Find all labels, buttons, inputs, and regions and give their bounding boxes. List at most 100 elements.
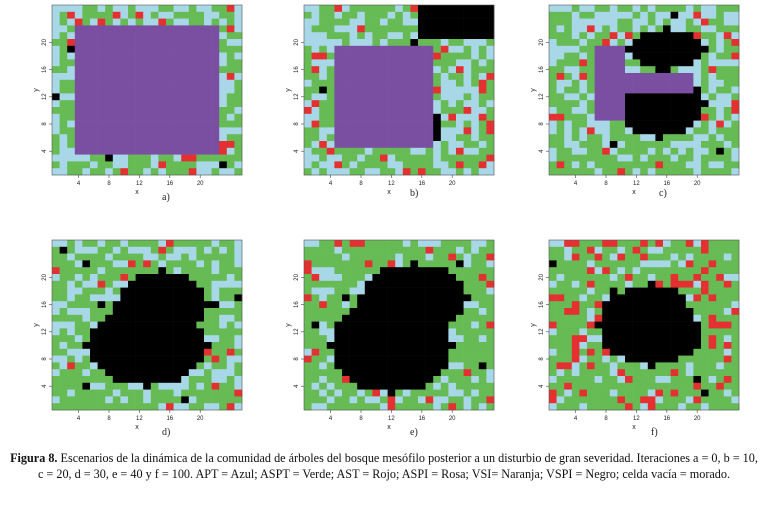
grid-cell bbox=[204, 362, 212, 370]
grid-cell bbox=[105, 314, 114, 322]
grid-cell bbox=[663, 5, 671, 13]
grid-cell bbox=[326, 287, 335, 295]
grid-cell bbox=[342, 93, 350, 101]
grid-cell bbox=[181, 376, 190, 384]
grid-cell bbox=[349, 134, 358, 142]
grid-cell bbox=[311, 11, 320, 19]
grid-cell bbox=[655, 403, 664, 411]
grid-cell bbox=[632, 11, 641, 19]
grid-cell bbox=[357, 45, 366, 53]
grid-cell bbox=[693, 141, 702, 149]
grid-cell bbox=[617, 161, 626, 169]
grid-cell bbox=[463, 120, 472, 128]
grid-cell bbox=[564, 376, 573, 384]
grid-cell bbox=[90, 154, 98, 162]
grid-cell bbox=[463, 45, 472, 53]
grid-cell bbox=[219, 308, 228, 316]
grid-cell bbox=[357, 280, 366, 288]
grid-cell bbox=[143, 25, 152, 33]
grid-cell bbox=[647, 396, 656, 404]
grid-cell bbox=[173, 253, 182, 261]
grid-cell bbox=[364, 45, 373, 53]
grid-cell bbox=[587, 120, 595, 128]
grid-cell bbox=[433, 260, 442, 268]
grid-cell bbox=[372, 355, 381, 363]
y-axis-label: y bbox=[33, 323, 40, 327]
grid-cell bbox=[226, 260, 235, 268]
grid-cell bbox=[326, 328, 335, 336]
grid-cell bbox=[625, 355, 633, 363]
grid-cell bbox=[372, 240, 381, 248]
grid-cell bbox=[602, 308, 611, 316]
grid-cell bbox=[663, 342, 671, 350]
grid-cell bbox=[90, 147, 98, 155]
grid-cell bbox=[617, 39, 626, 47]
grid-cell bbox=[150, 314, 159, 322]
grid-cell bbox=[647, 52, 656, 60]
grid-cell bbox=[166, 113, 174, 121]
grid-cell bbox=[478, 389, 487, 397]
y-tick-label: 12 bbox=[294, 93, 300, 100]
grid-cell bbox=[395, 79, 404, 87]
grid-cell bbox=[204, 45, 212, 53]
grid-cell bbox=[120, 25, 129, 33]
grid-cell bbox=[663, 120, 671, 128]
grid-cell bbox=[448, 396, 457, 404]
grid-cell bbox=[579, 274, 588, 282]
grid-cell bbox=[52, 335, 60, 343]
grid-cell bbox=[425, 267, 434, 275]
grid-cell bbox=[120, 86, 129, 94]
grid-cell bbox=[478, 120, 487, 128]
grid-cell bbox=[410, 59, 419, 67]
grid-cell bbox=[372, 348, 381, 356]
grid-cell bbox=[556, 328, 565, 336]
grid-cell bbox=[395, 328, 404, 336]
grid-cell bbox=[120, 321, 129, 329]
grid-cell bbox=[678, 52, 687, 60]
grid-cell bbox=[226, 389, 235, 397]
grid-cell bbox=[564, 274, 573, 282]
grid-cell bbox=[395, 120, 404, 128]
grid-cell bbox=[173, 376, 182, 384]
grid-cell bbox=[640, 389, 649, 397]
grid-cell bbox=[74, 73, 83, 81]
grid-cell bbox=[364, 362, 373, 370]
grid-cell bbox=[663, 274, 671, 282]
grid-cell bbox=[90, 274, 98, 282]
grid-cell bbox=[342, 79, 350, 87]
grid-cell bbox=[625, 141, 633, 149]
grid-cell bbox=[349, 260, 358, 268]
grid-cell bbox=[731, 314, 740, 322]
grid-cell bbox=[380, 240, 388, 248]
grid-cell bbox=[188, 52, 197, 60]
grid-cell bbox=[440, 342, 449, 350]
grid-cell bbox=[731, 93, 740, 101]
grid-cell bbox=[655, 32, 664, 40]
grid-cell bbox=[67, 113, 76, 121]
grid-cell bbox=[211, 86, 220, 94]
grid-cell bbox=[456, 18, 464, 26]
grid-cell bbox=[701, 308, 709, 316]
grid-cell bbox=[82, 246, 91, 254]
grid-cell bbox=[334, 280, 343, 288]
grid-cell bbox=[723, 314, 732, 322]
grid-cell bbox=[204, 113, 212, 121]
grid-cell bbox=[410, 120, 419, 128]
grid-cell bbox=[647, 321, 656, 329]
grid-cell bbox=[234, 294, 243, 302]
grid-cell bbox=[150, 59, 159, 67]
grid-cell bbox=[120, 328, 129, 336]
grid-cell bbox=[90, 246, 98, 254]
grid-cell bbox=[670, 5, 679, 13]
grid-cell bbox=[655, 342, 664, 350]
grid-cell bbox=[395, 86, 404, 94]
grid-cell bbox=[319, 147, 328, 155]
grid-cell bbox=[304, 382, 312, 390]
grid-cell bbox=[549, 328, 557, 336]
grid-cell bbox=[97, 93, 106, 101]
grid-cell bbox=[112, 5, 121, 13]
grid-cell bbox=[120, 403, 129, 411]
grid-cell bbox=[143, 287, 152, 295]
grid-cell bbox=[708, 328, 717, 336]
